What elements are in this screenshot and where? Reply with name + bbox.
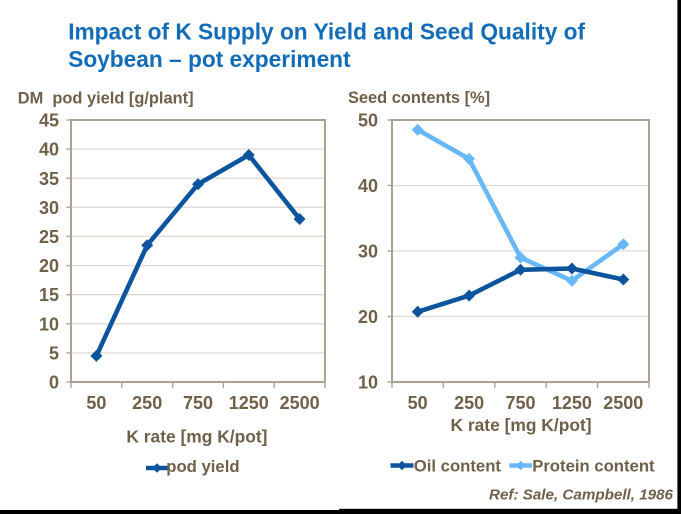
- svg-text:Oil content: Oil content: [414, 457, 502, 476]
- svg-text:0: 0: [49, 373, 59, 393]
- svg-text:40: 40: [39, 140, 59, 160]
- svg-text:15: 15: [39, 285, 59, 305]
- svg-text:pod yield: pod yield: [166, 457, 239, 476]
- svg-text:20: 20: [358, 307, 378, 327]
- svg-text:20: 20: [39, 256, 59, 276]
- svg-text:10: 10: [39, 314, 59, 334]
- svg-text:10: 10: [358, 373, 378, 393]
- svg-text:K rate [mg K/pot]: K rate [mg K/pot]: [450, 415, 591, 435]
- svg-text:Ref: Sale, Campbell, 1986: Ref: Sale, Campbell, 1986: [489, 487, 674, 504]
- svg-text:250: 250: [454, 393, 484, 413]
- svg-text:DM pod yield [g/plant]: DM pod yield [g/plant]: [18, 89, 194, 107]
- svg-text:250: 250: [132, 393, 162, 413]
- svg-text:50: 50: [86, 393, 106, 413]
- svg-text:Impact of K Supply on Yield an: Impact of K Supply on Yield and Seed Qua…: [68, 19, 585, 45]
- svg-text:5: 5: [49, 343, 59, 363]
- svg-text:Seed contents [%]: Seed contents [%]: [348, 89, 490, 107]
- svg-text:50: 50: [358, 111, 378, 131]
- svg-text:Protein content: Protein content: [532, 457, 655, 476]
- svg-text:45: 45: [39, 111, 59, 131]
- svg-text:35: 35: [39, 169, 59, 189]
- svg-text:Soybean – pot experiment: Soybean – pot experiment: [68, 46, 351, 72]
- svg-text:30: 30: [358, 242, 378, 262]
- svg-text:K rate [mg K/pot]: K rate [mg K/pot]: [126, 426, 267, 446]
- svg-text:2500: 2500: [603, 393, 643, 413]
- svg-text:50: 50: [408, 393, 428, 413]
- svg-text:25: 25: [39, 227, 59, 247]
- svg-text:2500: 2500: [280, 393, 320, 413]
- svg-text:40: 40: [358, 176, 378, 196]
- svg-text:750: 750: [183, 393, 213, 413]
- svg-text:1250: 1250: [229, 393, 269, 413]
- svg-text:30: 30: [39, 198, 59, 218]
- svg-text:750: 750: [505, 393, 535, 413]
- svg-text:1250: 1250: [552, 393, 592, 413]
